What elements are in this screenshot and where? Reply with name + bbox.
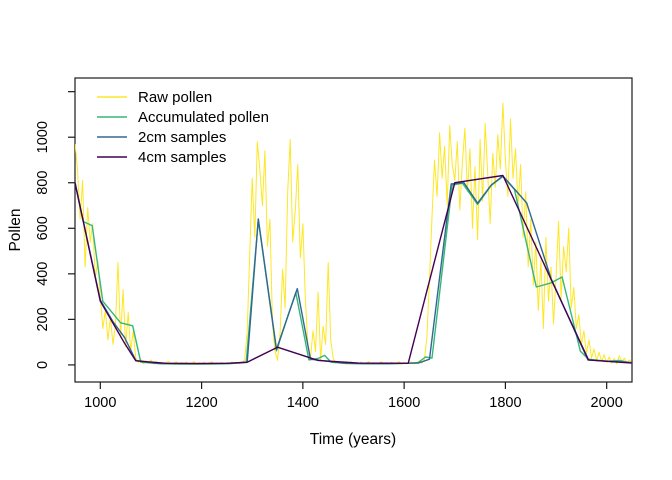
series-group [75,102,632,365]
series-line-2cm-samples [75,175,632,365]
x-tick-label: 1000 [84,395,116,411]
x-tick-label: 1600 [388,395,420,411]
y-tick-label: 200 [35,307,51,331]
legend-label-accumulated-pollen: Accumulated pollen [138,109,269,126]
x-tick-label: 1200 [185,395,217,411]
x-tick-label: 1800 [489,395,521,411]
x-tick-label: 2000 [591,395,623,411]
y-tick-label: 600 [35,216,51,240]
y-axis: 0 200 400 600 800 1000 [35,91,75,369]
legend-label-2cm-samples: 2cm samples [138,129,226,146]
legend-label-raw-pollen: Raw pollen [138,89,212,106]
legend-label-4cm-samples: 4cm samples [138,149,226,166]
y-tick-label: 400 [35,262,51,286]
x-tick-label: 1400 [287,395,319,411]
plot-box [74,77,633,383]
y-tick-label: 0 [35,361,51,369]
x-axis: 1000 1200 1400 1600 1800 2000 [84,382,623,411]
series-line-4cm-samples [75,174,632,365]
legend: Raw pollen Accumulated pollen 2cm samples 4… [97,89,269,166]
y-tick-label: 1000 [35,121,51,153]
x-axis-title: Time (years) [310,431,396,448]
y-axis-title: Pollen [7,208,24,251]
y-tick-label: 800 [35,171,51,195]
